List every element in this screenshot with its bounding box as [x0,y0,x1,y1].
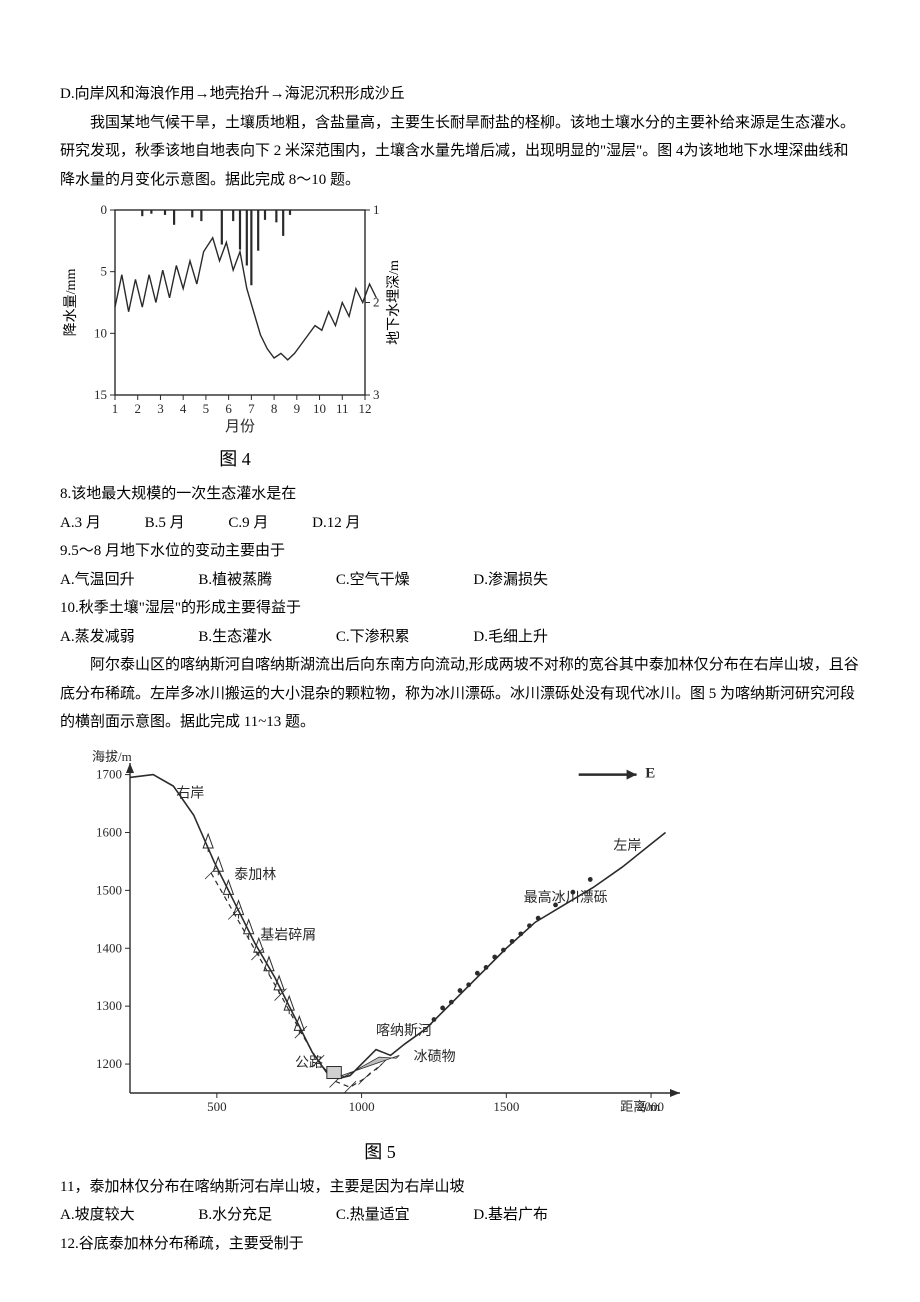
svg-text:1400: 1400 [96,940,122,955]
q11-stem: 11，泰加林仅分布在喀纳斯河右岸山坡，主要是因为右岸山坡 [60,1173,860,1202]
svg-text:距离/m: 距离/m [620,1099,660,1114]
svg-text:海拔/m: 海拔/m [92,749,132,764]
q10-opt-a: A.蒸发减弱 [60,623,135,652]
svg-text:地下水埋深/m: 地下水埋深/m [386,260,402,345]
svg-text:10: 10 [313,401,326,416]
svg-text:1700: 1700 [96,766,122,781]
svg-text:500: 500 [207,1099,227,1114]
q10-opt-b: B.生态灌水 [198,623,272,652]
svg-text:降水量/mm: 降水量/mm [63,269,79,337]
svg-text:5: 5 [101,264,108,279]
svg-text:4: 4 [180,401,187,416]
svg-text:基岩碎屑: 基岩碎屑 [260,926,316,943]
q11-opt-b: B.水分充足 [198,1201,272,1230]
q8-opt-d: D.12 月 [312,509,360,538]
svg-text:2: 2 [134,401,141,416]
q9-opt-d: D.渗漏损失 [473,566,548,595]
q8-options: A.3 月 B.5 月 C.9 月 D.12 月 [60,509,860,538]
svg-text:最高冰川漂砾: 最高冰川漂砾 [524,889,608,906]
option-d-prior: D.向岸风和海浪作用→地壳抬升→海泥沉积形成沙丘 [60,80,860,109]
q9-opt-a: A.气温回升 [60,566,135,595]
svg-text:1500: 1500 [493,1099,519,1114]
svg-text:1: 1 [112,401,119,416]
q8-opt-c: C.9 月 [228,509,268,538]
q10-options: A.蒸发减弱 B.生态灌水 C.下渗积累 D.毛细上升 [60,623,860,652]
figure-4: 051015123123456789101112月份降水量/mm地下水埋深/m … [60,200,860,476]
svg-text:E: E [645,765,655,781]
svg-text:右岸: 右岸 [176,785,204,801]
svg-text:8: 8 [271,401,278,416]
svg-text:公路: 公路 [295,1055,323,1071]
q10-opt-c: C.下渗积累 [336,623,410,652]
figure-4-caption: 图 4 [60,442,410,476]
figure-5-caption: 图 5 [60,1135,700,1169]
svg-text:泰加林: 泰加林 [234,866,276,882]
svg-text:0: 0 [101,202,108,217]
q11-opt-c: C.热量适宜 [336,1201,410,1230]
svg-text:12: 12 [359,401,372,416]
svg-text:3: 3 [373,387,380,402]
q11-options: A.坡度较大 B.水分充足 C.热量适宜 D.基岩广布 [60,1201,860,1230]
q8-opt-b: B.5 月 [145,509,185,538]
svg-text:3: 3 [157,401,164,416]
q12-stem: 12.谷底泰加林分布稀疏，主要受制于 [60,1230,860,1259]
q10-opt-d: D.毛细上升 [473,623,548,652]
svg-text:5: 5 [203,401,210,416]
svg-text:喀纳斯河: 喀纳斯河 [376,1023,432,1039]
svg-text:15: 15 [94,387,107,402]
svg-text:10: 10 [94,325,107,340]
svg-text:月份: 月份 [225,418,255,435]
svg-text:11: 11 [336,401,349,416]
svg-text:左岸: 左岸 [613,838,641,854]
q10-stem: 10.秋季土壤"湿层"的形成主要得益于 [60,594,860,623]
q8-stem: 8.该地最大规模的一次生态灌水是在 [60,480,860,509]
passage-2: 阿尔泰山区的喀纳斯河自喀纳斯湖流出后向东南方向流动,形成两坡不对称的宽谷其中泰加… [60,651,860,737]
q9-opt-b: B.植被蒸腾 [198,566,272,595]
q8-opt-a: A.3 月 [60,509,101,538]
q9-options: A.气温回升 B.植被蒸腾 C.空气干燥 D.渗漏损失 [60,566,860,595]
svg-text:1500: 1500 [96,882,122,897]
svg-text:6: 6 [225,401,232,416]
svg-text:1600: 1600 [96,824,122,839]
q9-stem: 9.5～8 月地下水位的变动主要由于 [60,537,860,566]
q11-opt-d: D.基岩广布 [473,1201,548,1230]
svg-text:1300: 1300 [96,998,122,1013]
passage-1: 我国某地气候干旱，土壤质地粗，含盐量高，主要生长耐旱耐盐的柽柳。该地土壤水分的主… [60,109,860,195]
svg-text:9: 9 [294,401,301,416]
svg-text:1200: 1200 [96,1056,122,1071]
svg-text:冰碛物: 冰碛物 [414,1049,456,1065]
svg-text:7: 7 [248,401,255,416]
svg-text:1000: 1000 [349,1099,375,1114]
svg-text:1: 1 [373,202,380,217]
figure-5: 120013001400150016001700500100015002000海… [60,743,860,1169]
q9-opt-c: C.空气干燥 [336,566,410,595]
q11-opt-a: A.坡度较大 [60,1201,135,1230]
